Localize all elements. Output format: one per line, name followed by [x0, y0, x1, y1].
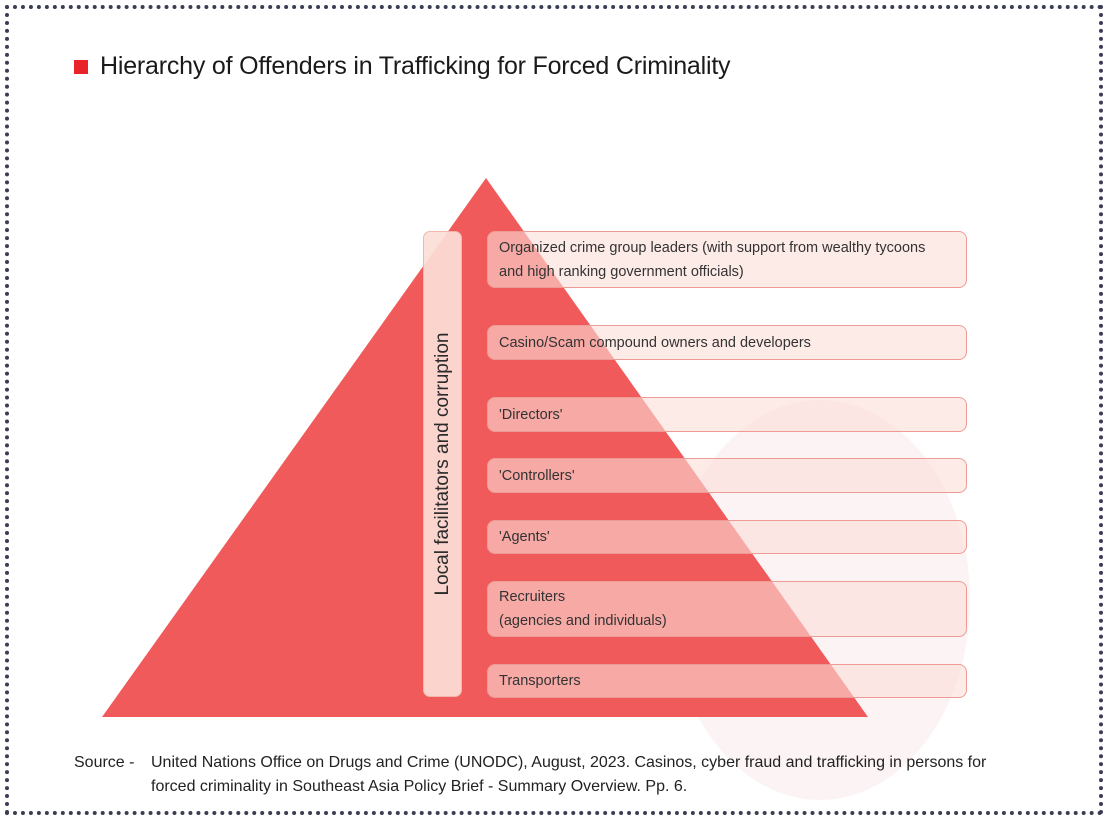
level-box-casino-owners: Casino/Scam compound owners and develope…: [487, 325, 967, 360]
level-text: Organized crime group leaders (with supp…: [499, 239, 926, 256]
level-box-directors: 'Directors': [487, 397, 967, 432]
level-box-agents: 'Agents': [487, 520, 967, 554]
level-box-controllers: 'Controllers': [487, 458, 967, 493]
level-text: Transporters: [499, 673, 581, 689]
dotted-frame: [5, 5, 1103, 815]
level-text: 'Directors': [499, 406, 563, 423]
title-block: Hierarchy of Offenders in Trafficking fo…: [74, 52, 731, 81]
level-text: (agencies and individuals): [499, 613, 667, 629]
level-text: and high ranking government officials): [499, 263, 744, 280]
source-citation: Source - United Nations Office on Drugs …: [74, 751, 1031, 799]
level-text: 'Agents': [499, 529, 550, 545]
level-text: 'Controllers': [499, 467, 575, 484]
level-text: Casino/Scam compound owners and develope…: [499, 334, 811, 351]
source-text: United Nations Office on Drugs and Crime…: [151, 754, 987, 795]
level-box-transporters: Transporters: [487, 664, 967, 698]
title-bullet-icon: [74, 59, 88, 74]
source-label: Source -: [74, 754, 135, 771]
side-label-box: Local facilitators and corruption: [423, 231, 462, 697]
level-text: Recruiters: [499, 589, 566, 605]
page-title: Hierarchy of Offenders in Trafficking fo…: [100, 52, 731, 80]
level-box-recruiters: Recruiters (agencies and individuals): [487, 581, 967, 637]
side-label-text: Local facilitators and corruption: [431, 332, 453, 596]
level-box-organized-crime-leaders: Organized crime group leaders (with supp…: [487, 231, 967, 288]
